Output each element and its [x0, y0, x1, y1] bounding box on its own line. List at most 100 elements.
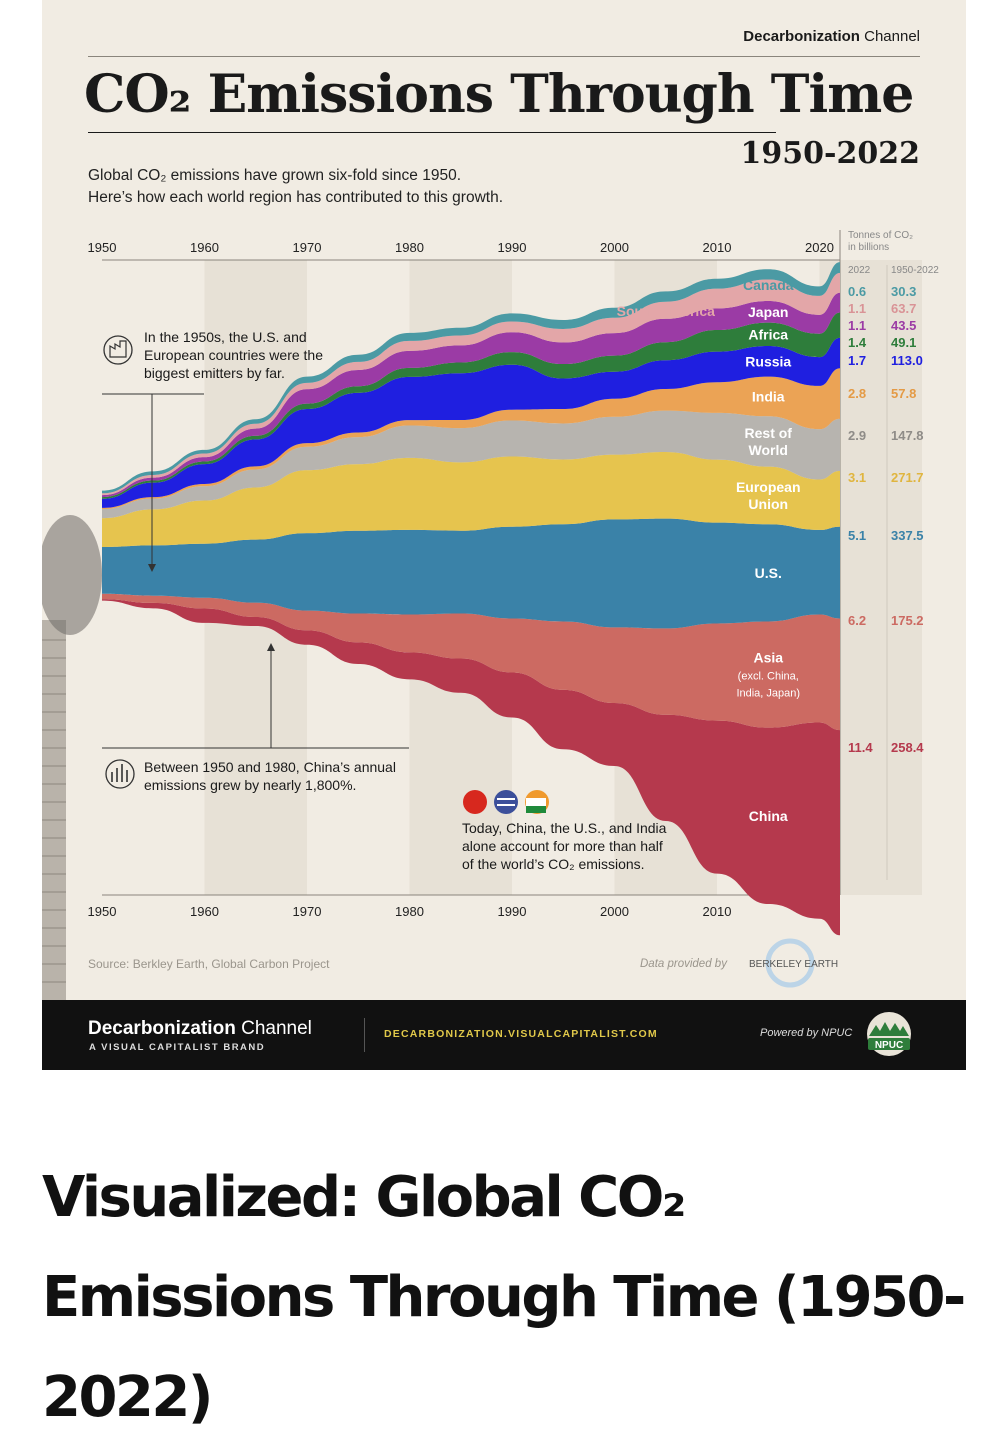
value-total-china: 258.4 — [891, 740, 924, 755]
series-label-rest-of-world: World — [749, 442, 788, 458]
series-label-asia: India, Japan) — [736, 688, 800, 700]
series-label-asia: Asia — [753, 650, 783, 666]
infographic: Decarbonization Channel CO₂ Emissions Th… — [42, 0, 966, 1070]
annotation-1-text: European countries were the — [144, 347, 323, 363]
footer-powered-by: Powered by NPUC — [760, 1027, 853, 1039]
series-label-u-s-: U.S. — [755, 565, 782, 581]
value-2022-south-america: 1.1 — [848, 301, 866, 316]
value-2022-india: 2.8 — [848, 386, 866, 401]
x-tick-label-bottom: 1970 — [293, 904, 322, 919]
value-2022-european-union: 3.1 — [848, 470, 866, 485]
value-total-russia: 113.0 — [891, 353, 923, 368]
header-rule — [88, 56, 920, 57]
india-flag-white — [526, 798, 546, 806]
growth-chart-icon — [105, 759, 135, 789]
series-label-rest-of-world: Rest of — [745, 425, 793, 441]
x-tick-label-top: 1970 — [293, 240, 322, 255]
chart-title: CO₂ Emissions Through Time — [84, 64, 914, 125]
series-band-u-s- — [102, 518, 840, 629]
value-2022-russia: 1.7 — [848, 353, 866, 368]
series-label-european-union: European — [736, 479, 801, 495]
value-total-u-s-: 337.5 — [891, 528, 924, 543]
x-tick-label-bottom: 2010 — [703, 904, 732, 919]
x-tick-label-bottom: 1960 — [190, 904, 219, 919]
smokestack-icon — [42, 620, 66, 1000]
india-flag-green — [526, 806, 546, 813]
value-total-india: 57.8 — [891, 386, 916, 401]
annotation-3-text: Today, China, the U.S., and India — [462, 820, 667, 836]
value-2022-africa: 1.4 — [848, 335, 867, 350]
chart-subtitle: Global CO₂ emissions have grown six-fold… — [88, 167, 503, 206]
series-band-south-america — [102, 272, 840, 496]
title-rule — [88, 132, 776, 133]
factory-icon — [103, 335, 133, 365]
footer-brand-sub: A VISUAL CAPITALIST BRAND — [89, 1042, 266, 1053]
x-tick-label-top: 2020 — [805, 240, 834, 255]
usa-flag-icon — [494, 790, 518, 814]
value-total-canada: 30.3 — [891, 284, 916, 299]
series-band-africa — [102, 312, 840, 499]
x-tick-label-top: 1950 — [88, 240, 117, 255]
factory-shape — [109, 340, 127, 358]
npuc-logo-text: NPUC — [875, 1040, 903, 1051]
value-2022-canada: 0.6 — [848, 284, 866, 299]
series-band-asia — [102, 593, 840, 731]
annotation-1-text: In the 1950s, the U.S. and — [144, 329, 307, 345]
value-2022-rest-of-world: 2.9 — [848, 428, 866, 443]
series-label-canada: Canada — [743, 277, 794, 293]
value-total-south-america: 63.7 — [891, 301, 916, 316]
series-label-asia: (excl. China, — [738, 671, 799, 683]
value-2022-asia: 6.2 — [848, 613, 866, 628]
footer-divider — [364, 1018, 365, 1052]
berkeley-earth-logo-icon — [765, 938, 815, 988]
value-total-japan: 43.5 — [891, 318, 916, 333]
npuc-logo-icon: NPUC — [867, 1012, 911, 1056]
col-header-total: 1950-2022 — [891, 265, 939, 276]
chart-years: 1950-2022 — [740, 136, 920, 171]
series-band-japan — [102, 292, 840, 498]
series-label-european-union: Union — [748, 496, 788, 512]
value-total-asia: 175.2 — [891, 613, 924, 628]
annotation-2-text: Between 1950 and 1980, China’s annual — [144, 759, 396, 775]
series-label-africa: Africa — [748, 326, 788, 342]
x-tick-label-bottom: 1990 — [498, 904, 527, 919]
col-header-2022: 2022 — [848, 265, 871, 276]
footer-brand: Decarbonization Channel — [88, 1018, 312, 1039]
series-band-rest-of-world — [102, 410, 840, 519]
units-label-line2: in billions — [848, 242, 889, 253]
brand-logo-top: Decarbonization Channel — [743, 28, 920, 45]
china-flag-icon — [463, 790, 487, 814]
data-provided-text: Data provided by — [640, 958, 728, 970]
x-tick-label-top: 1980 — [395, 240, 424, 255]
x-tick-label-bottom: 1950 — [88, 904, 117, 919]
series-band-european-union — [102, 451, 840, 547]
x-tick-label-top: 2000 — [600, 240, 629, 255]
footer-bar: Decarbonization Channel A VISUAL CAPITAL… — [42, 1000, 966, 1070]
usa-flag-stripe — [497, 804, 515, 806]
smoke-icon — [42, 515, 102, 635]
series-label-south-america: South America — [617, 303, 715, 319]
footer-url[interactable]: DECARBONIZATION.VISUALCAPITALIST.COM — [384, 1028, 658, 1040]
x-tick-label-top: 1960 — [190, 240, 219, 255]
data-provider-name: BERKELEY EARTH — [749, 959, 838, 970]
annotation-1-text: biggest emitters by far. — [144, 365, 285, 381]
value-2022-u-s-: 5.1 — [848, 528, 866, 543]
growth-chart-bars — [111, 764, 128, 782]
series-band-china — [102, 599, 840, 936]
value-total-africa: 49.1 — [891, 335, 916, 350]
article-headline: Visualized: Global CO₂ Emissions Through… — [42, 1165, 966, 1430]
x-tick-label-bottom: 2000 — [600, 904, 629, 919]
series-band-india — [102, 368, 840, 510]
annotation-3-text: of the world’s CO₂ emissions. — [462, 856, 645, 872]
units-label-line1: Tonnes of CO₂ — [848, 230, 913, 241]
value-2022-china: 11.4 — [848, 740, 873, 755]
series-label-russia: Russia — [745, 353, 791, 369]
usa-flag-stripe — [497, 798, 515, 800]
annotation-2-text: emissions grew by nearly 1,800%. — [144, 777, 356, 793]
annotation-3-text: alone account for more than half — [462, 838, 663, 854]
x-tick-label-top: 2010 — [703, 240, 732, 255]
value-total-rest-of-world: 147.8 — [891, 428, 924, 443]
series-label-china: China — [749, 808, 788, 824]
emissions-streamgraph: 1950 1950 1960 1960 1970 1970 1980 1980 1990 1990… — [42, 230, 939, 1000]
value-total-european-union: 271.7 — [891, 470, 924, 485]
